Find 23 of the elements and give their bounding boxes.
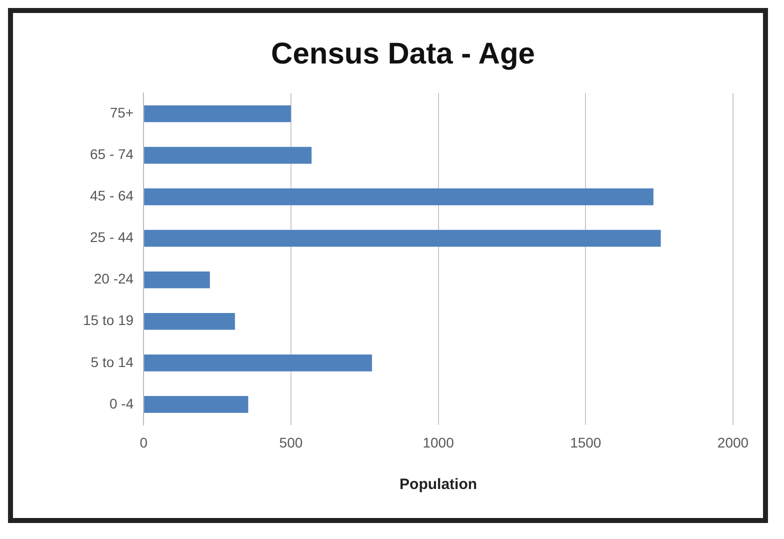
- x-tick-label: 1500: [570, 434, 602, 450]
- y-tick-label: 20 -24: [94, 270, 134, 287]
- x-axis-title: Population: [400, 476, 478, 494]
- bar: [144, 271, 210, 288]
- x-tick-label: 2000: [717, 434, 749, 450]
- y-tick-label: 0 -4: [109, 395, 134, 412]
- bar: [144, 396, 248, 413]
- x-tick-label: 1000: [422, 434, 454, 450]
- bar: [144, 105, 291, 122]
- x-tick-label: 0: [140, 434, 148, 450]
- bar: [144, 188, 654, 206]
- y-tick-label: 15 to 19: [82, 312, 134, 328]
- y-tick-label: 65 - 74: [90, 146, 134, 162]
- y-tick-label: 25 - 44: [90, 229, 134, 246]
- x-tick-label: 500: [279, 434, 303, 450]
- bar: [144, 146, 312, 164]
- chart-title: Census Data - Age: [271, 37, 535, 70]
- bar: [144, 230, 661, 247]
- bar: [144, 354, 372, 372]
- bar: [144, 312, 235, 330]
- y-tick-label: 45 - 64: [90, 188, 134, 204]
- y-tick-label: 75+: [110, 104, 134, 121]
- y-tick-label: 5 to 14: [90, 354, 134, 370]
